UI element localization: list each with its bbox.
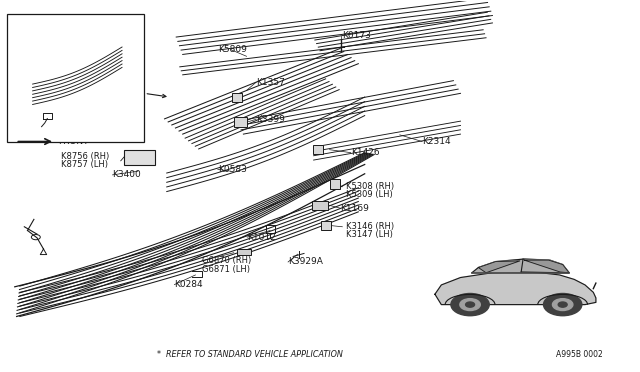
Text: K3929A: K3929A [288, 257, 323, 266]
Text: K5308 (RH): K5308 (RH) [346, 182, 394, 191]
Circle shape [466, 302, 474, 307]
Circle shape [558, 302, 567, 307]
Bar [237, 248, 251, 255]
Bar [124, 150, 155, 164]
Polygon shape [472, 259, 569, 273]
Text: K0173: K0173 [342, 31, 371, 41]
Text: K1357: K1357 [256, 78, 285, 87]
Bar [234, 118, 246, 127]
Bar [312, 201, 328, 211]
Bar [321, 221, 332, 231]
Text: K5309 (LH): K5309 (LH) [346, 190, 392, 199]
Text: A995B 0002: A995B 0002 [556, 350, 603, 359]
Polygon shape [478, 261, 520, 273]
Text: K3400: K3400 [113, 170, 141, 179]
Text: G6870 (RH): G6870 (RH) [202, 256, 251, 265]
Text: K0284: K0284 [174, 280, 203, 289]
Text: K5809: K5809 [218, 45, 246, 54]
Circle shape [460, 299, 480, 311]
Text: K5809: K5809 [68, 54, 97, 62]
Circle shape [543, 294, 582, 316]
Text: *  REFER TO STANDARD VEHICLE APPLICATION: * REFER TO STANDARD VEHICLE APPLICATION [157, 350, 343, 359]
Text: K0090: K0090 [47, 91, 76, 100]
Text: K3147 (LH): K3147 (LH) [346, 230, 392, 240]
Text: K3399: K3399 [256, 115, 285, 124]
Circle shape [451, 294, 489, 316]
Text: K8756 (RH): K8756 (RH) [61, 152, 109, 161]
Bar [330, 179, 340, 189]
Bar [7, 14, 145, 141]
Text: K1012: K1012 [247, 232, 276, 242]
Circle shape [552, 299, 573, 311]
Text: K2314: K2314 [422, 137, 451, 146]
Bar [232, 93, 242, 102]
Text: K0583: K0583 [218, 165, 246, 174]
Text: K1169: K1169 [340, 204, 369, 213]
Polygon shape [435, 272, 596, 305]
Polygon shape [524, 260, 569, 273]
Text: K1426: K1426 [351, 148, 380, 157]
Bar [313, 145, 323, 154]
Text: K8757 (LH): K8757 (LH) [61, 160, 108, 169]
Text: K3146 (RH): K3146 (RH) [346, 222, 394, 231]
Text: G6871 (LH): G6871 (LH) [202, 264, 250, 273]
Text: FRONT: FRONT [58, 137, 89, 146]
